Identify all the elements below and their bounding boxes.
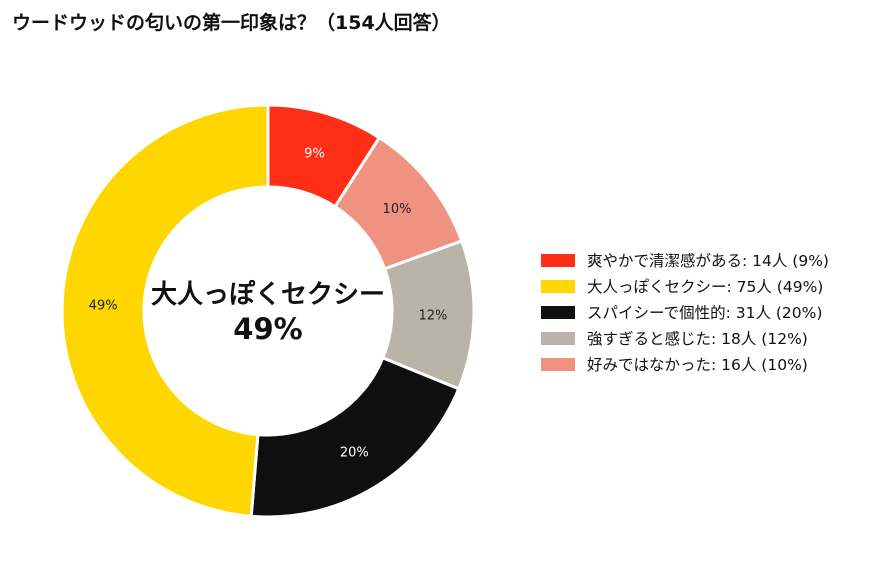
legend-label: 爽やかで清潔感がある: 14人 (9%) bbox=[587, 252, 829, 270]
legend-label: 大人っぽくセクシー: 75人 (49%) bbox=[587, 278, 824, 296]
legend-label: スパイシーで個性的: 31人 (20%) bbox=[587, 304, 823, 322]
legend-label: 好みではなかった: 16人 (10%) bbox=[587, 356, 808, 374]
legend-item: スパイシーで個性的: 31人 (20%) bbox=[541, 299, 829, 325]
slice-percent-labels: 9% 10% 12% 20% 49% bbox=[89, 147, 448, 461]
center-label: 大人っぽくセクシー bbox=[151, 279, 385, 310]
legend-swatch bbox=[541, 331, 575, 345]
legend-item: 爽やかで清潔感がある: 14人 (9%) bbox=[541, 247, 829, 273]
slice-percent-label: 49% bbox=[89, 298, 118, 313]
slice-percent-label: 12% bbox=[419, 308, 448, 323]
legend-item: 大人っぽくセクシー: 75人 (49%) bbox=[541, 273, 829, 299]
chart-title: ウードウッドの匂いの第一印象は？（154人回答） bbox=[12, 12, 451, 34]
legend-swatch bbox=[541, 357, 575, 371]
legend-swatch bbox=[541, 305, 575, 319]
legend-swatch bbox=[541, 279, 575, 293]
donut-chart: 9% 10% 12% 20% 49% 大人っぽくセクシー 49% bbox=[60, 103, 476, 519]
slice-percent-label: 9% bbox=[304, 147, 325, 162]
center-value: 49% bbox=[233, 312, 302, 346]
slice-percent-label: 10% bbox=[383, 202, 412, 217]
legend-swatch bbox=[541, 253, 575, 267]
chart-legend: 爽やかで清潔感がある: 14人 (9%) 大人っぽくセクシー: 75人 (49%)… bbox=[541, 247, 829, 377]
donut-slices bbox=[60, 103, 476, 519]
legend-item: 好みではなかった: 16人 (10%) bbox=[541, 351, 829, 377]
donut-slice bbox=[249, 355, 461, 519]
legend-label: 強すぎると感じた: 18人 (12%) bbox=[587, 330, 808, 348]
legend-item: 強すぎると感じた: 18人 (12%) bbox=[541, 325, 829, 351]
donut-slice bbox=[60, 103, 270, 518]
slice-percent-label: 20% bbox=[340, 446, 369, 461]
